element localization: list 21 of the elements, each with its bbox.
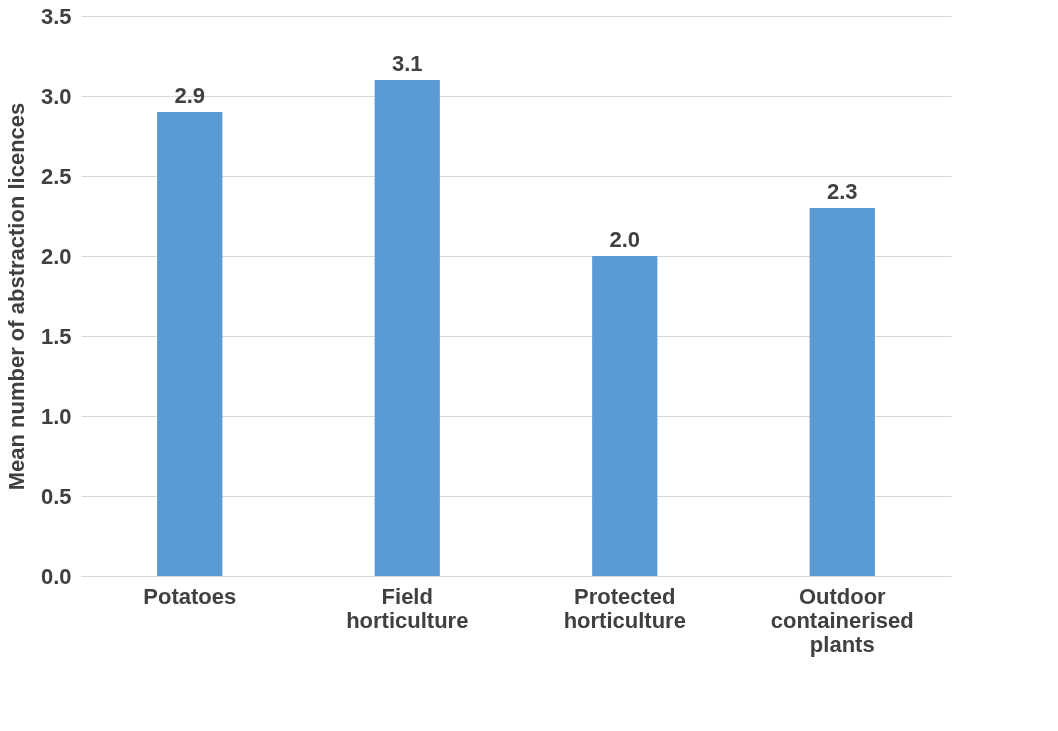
y-tick-label: 3.5 [40,3,72,29]
y-tick-label: 2.5 [40,163,72,189]
bar [374,80,440,576]
data-label: 3.1 [391,51,423,76]
y-tick-label: 0.0 [40,563,72,589]
x-tick-label: Outdoor containerised plants [770,583,914,657]
y-axis-title: Mean number of abstraction licences [3,102,29,491]
y-tick-label: 0.5 [40,483,72,509]
data-label: 2.3 [826,179,858,204]
bar [157,112,223,576]
bar [809,208,875,576]
x-tick-label: Potatoes [143,583,237,609]
x-tick-label: Protected horticulture [563,583,686,633]
data-label: 2.0 [609,227,641,252]
y-tick-label: 2.0 [40,243,72,269]
x-tick-label: Field horticulture [346,583,469,633]
data-label: 2.9 [174,83,206,108]
y-tick-label: 3.0 [40,83,72,109]
y-tick-label: 1.0 [40,403,72,429]
y-tick-label: 1.5 [40,323,72,349]
bar [592,256,658,576]
